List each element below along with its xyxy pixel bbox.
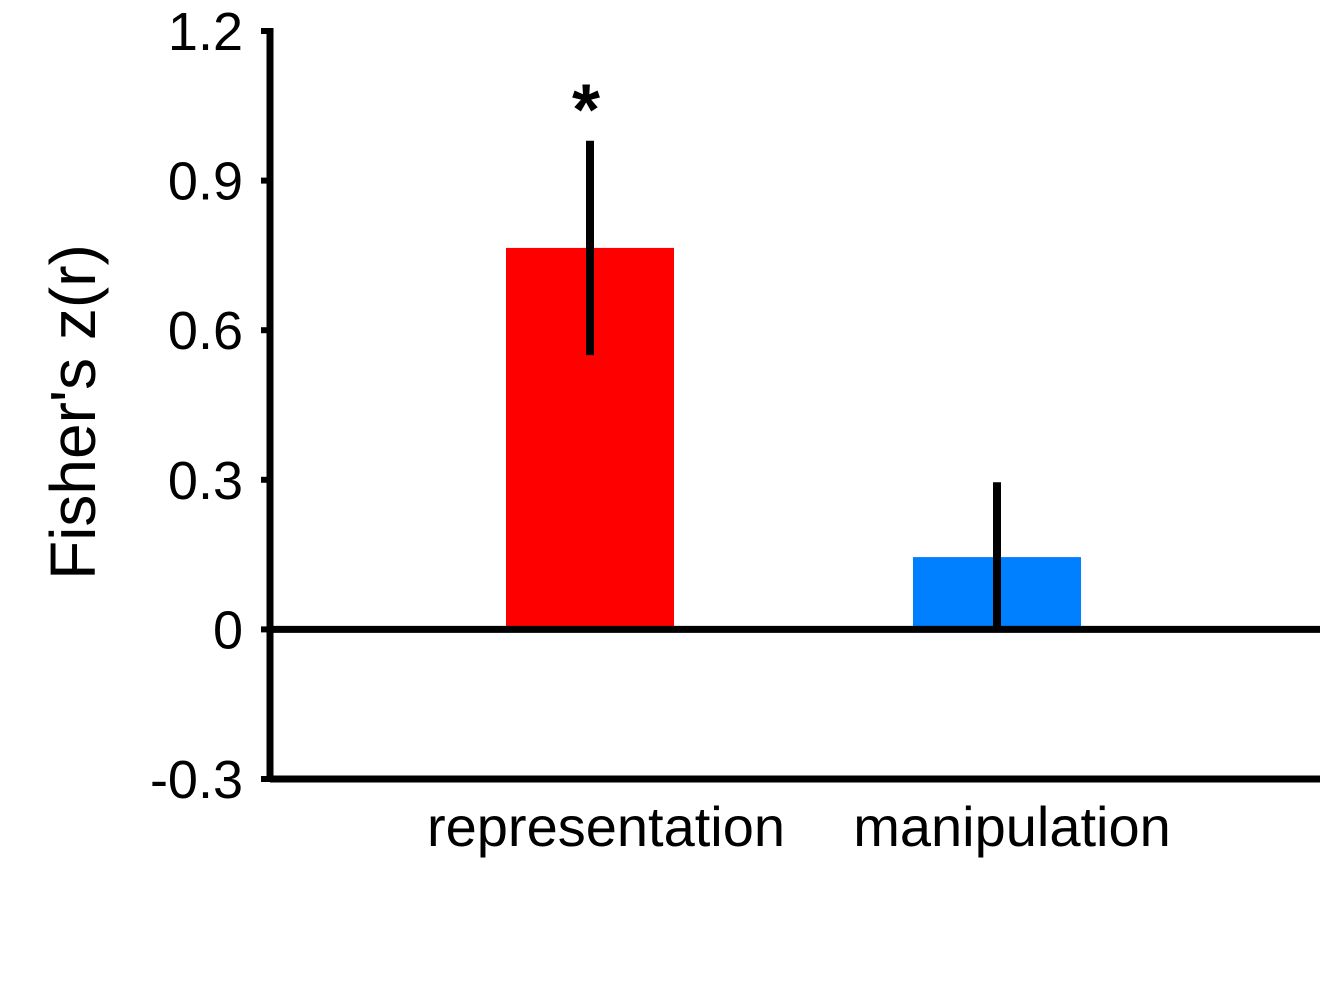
y-tick-label: 0 — [213, 600, 243, 660]
axes-layer — [261, 28, 1320, 783]
y-tick-label: 0.6 — [168, 301, 243, 361]
y-tick-label: -0.3 — [150, 750, 243, 810]
x-category-label: manipulation — [853, 795, 1171, 858]
significance-marker: * — [572, 71, 600, 151]
y-tick-label: 1.2 — [168, 2, 243, 62]
y-tick-label: 0.3 — [168, 451, 243, 511]
labels-layer: 1.2 0.9 0.6 0.3 0 -0.3 * representation manipula… — [150, 2, 1171, 858]
error-bars-layer — [586, 140, 1001, 632]
x-category-label: representation — [427, 795, 785, 858]
y-axis-title: Fisher's z(r) — [37, 244, 109, 580]
y-tick-label: 0.9 — [168, 152, 243, 212]
